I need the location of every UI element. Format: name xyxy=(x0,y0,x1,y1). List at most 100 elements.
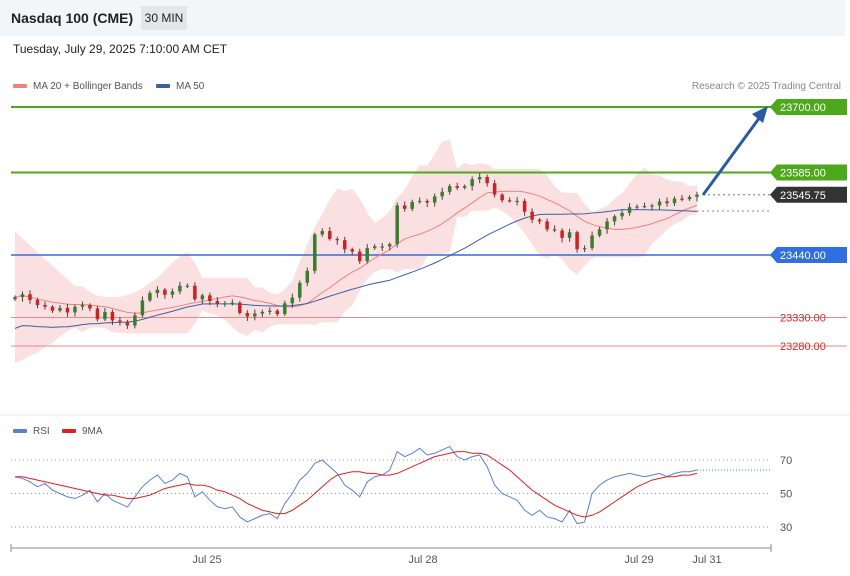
candle-body xyxy=(140,300,145,316)
arrow-head-icon xyxy=(752,106,768,123)
level-label: 23280.00 xyxy=(780,341,826,353)
candle-body xyxy=(193,285,197,300)
candle-body xyxy=(350,249,355,252)
candle-body xyxy=(335,239,340,241)
candle-body xyxy=(680,198,684,200)
candle-body xyxy=(672,198,677,204)
rsi-panel: 70 50 30 xyxy=(11,445,792,534)
candle-body xyxy=(320,231,325,235)
candle-body xyxy=(627,207,632,213)
level-label-bg xyxy=(770,164,847,181)
ma50-swatch-icon xyxy=(156,84,170,89)
candle-body xyxy=(343,240,347,250)
candle-body xyxy=(238,302,242,313)
candle-body xyxy=(283,303,287,315)
candle-body xyxy=(58,307,62,311)
candle-body xyxy=(575,232,579,250)
legend-ma50-label: MA 50 xyxy=(176,81,205,92)
legend-rsi: RSI xyxy=(13,426,50,437)
candle-body xyxy=(492,183,497,195)
forecast-arrow xyxy=(701,106,768,196)
candle-body xyxy=(230,302,235,304)
level-labels: 23700.00 23585.00 23545.75 23440.00 23330.00… xyxy=(770,99,847,353)
candle-body xyxy=(620,212,624,217)
candle-body xyxy=(268,310,272,312)
candle-body xyxy=(357,251,362,262)
rsi-level-label: 50 xyxy=(780,489,792,501)
candle-body xyxy=(507,200,512,202)
interval-badge[interactable]: 30 MIN xyxy=(141,6,187,30)
candle-body xyxy=(65,307,70,313)
ma20-line xyxy=(14,190,698,314)
candle-body xyxy=(328,231,332,240)
level-label: 23545.75 xyxy=(780,190,826,202)
candle-body xyxy=(95,308,100,320)
candle-body xyxy=(200,295,205,300)
candle-body xyxy=(515,200,519,203)
candle-body xyxy=(560,230,564,238)
level-label-bg xyxy=(770,99,847,115)
candle-body xyxy=(260,311,265,314)
candle-body xyxy=(215,301,220,304)
candle-body xyxy=(537,219,542,222)
candle-body xyxy=(223,303,227,305)
candle-body xyxy=(612,216,617,222)
candle-body xyxy=(35,299,40,306)
candle-body xyxy=(163,289,167,295)
candle-body xyxy=(372,246,377,249)
timestamp: Tuesday, July 29, 2025 7:10:00 AM CET xyxy=(13,42,228,56)
candle-body xyxy=(477,176,482,180)
candle-body xyxy=(275,310,280,315)
x-tick-label: Jul 28 xyxy=(408,554,437,566)
legend-ma20: MA 20 + Bollinger Bands xyxy=(13,81,143,92)
candle-body xyxy=(470,179,474,187)
x-tick-label: Jul 25 xyxy=(192,554,221,566)
candle-body xyxy=(387,244,392,247)
rsi-swatch-icon xyxy=(13,429,27,434)
candle-body xyxy=(650,205,654,207)
candle-body xyxy=(665,201,669,204)
candle-body xyxy=(605,221,609,230)
candle-body xyxy=(305,270,310,283)
ma9-swatch-icon xyxy=(62,429,76,434)
candle-body xyxy=(178,285,182,292)
rsi-level-label: 70 xyxy=(780,455,792,467)
candle-body xyxy=(545,221,549,230)
candle-body xyxy=(80,305,85,307)
candles xyxy=(13,173,699,329)
candle-body xyxy=(567,232,572,238)
legend-ma50: MA 50 xyxy=(156,81,204,92)
chart-title: Nasdaq 100 (CME) xyxy=(11,10,134,26)
candle-body xyxy=(28,294,32,300)
candle-body xyxy=(582,248,587,250)
candle-body xyxy=(125,321,130,326)
candle-body xyxy=(380,246,384,248)
candle-body xyxy=(73,306,77,313)
candle-body xyxy=(133,315,137,326)
candle-body xyxy=(425,200,429,203)
candle-body xyxy=(447,186,452,192)
candle-body xyxy=(455,186,459,188)
candle-body xyxy=(253,313,257,317)
candle-body xyxy=(500,194,504,201)
candle-body xyxy=(50,306,55,311)
candle-body xyxy=(530,211,534,220)
candle-body xyxy=(522,200,527,212)
candle-body xyxy=(298,282,302,298)
candle-body xyxy=(148,293,152,301)
legend-rsi-label: RSI xyxy=(33,426,50,437)
candle-body xyxy=(597,229,602,236)
x-axis: Jul 25 Jul 28 Jul 29 Jul 31 xyxy=(10,544,772,566)
rsi-9ma-line xyxy=(15,451,698,518)
candle-body xyxy=(440,191,444,197)
level-label: 23700.00 xyxy=(780,102,826,114)
candle-body xyxy=(417,200,422,203)
candle-body xyxy=(88,305,92,309)
chart-header: Nasdaq 100 (CME) 30 MIN xyxy=(0,0,845,36)
candle-body xyxy=(103,311,107,320)
candle-body xyxy=(410,202,414,209)
candle-body xyxy=(110,311,115,321)
level-label: 23585.00 xyxy=(780,167,826,179)
candle-body xyxy=(485,176,489,184)
